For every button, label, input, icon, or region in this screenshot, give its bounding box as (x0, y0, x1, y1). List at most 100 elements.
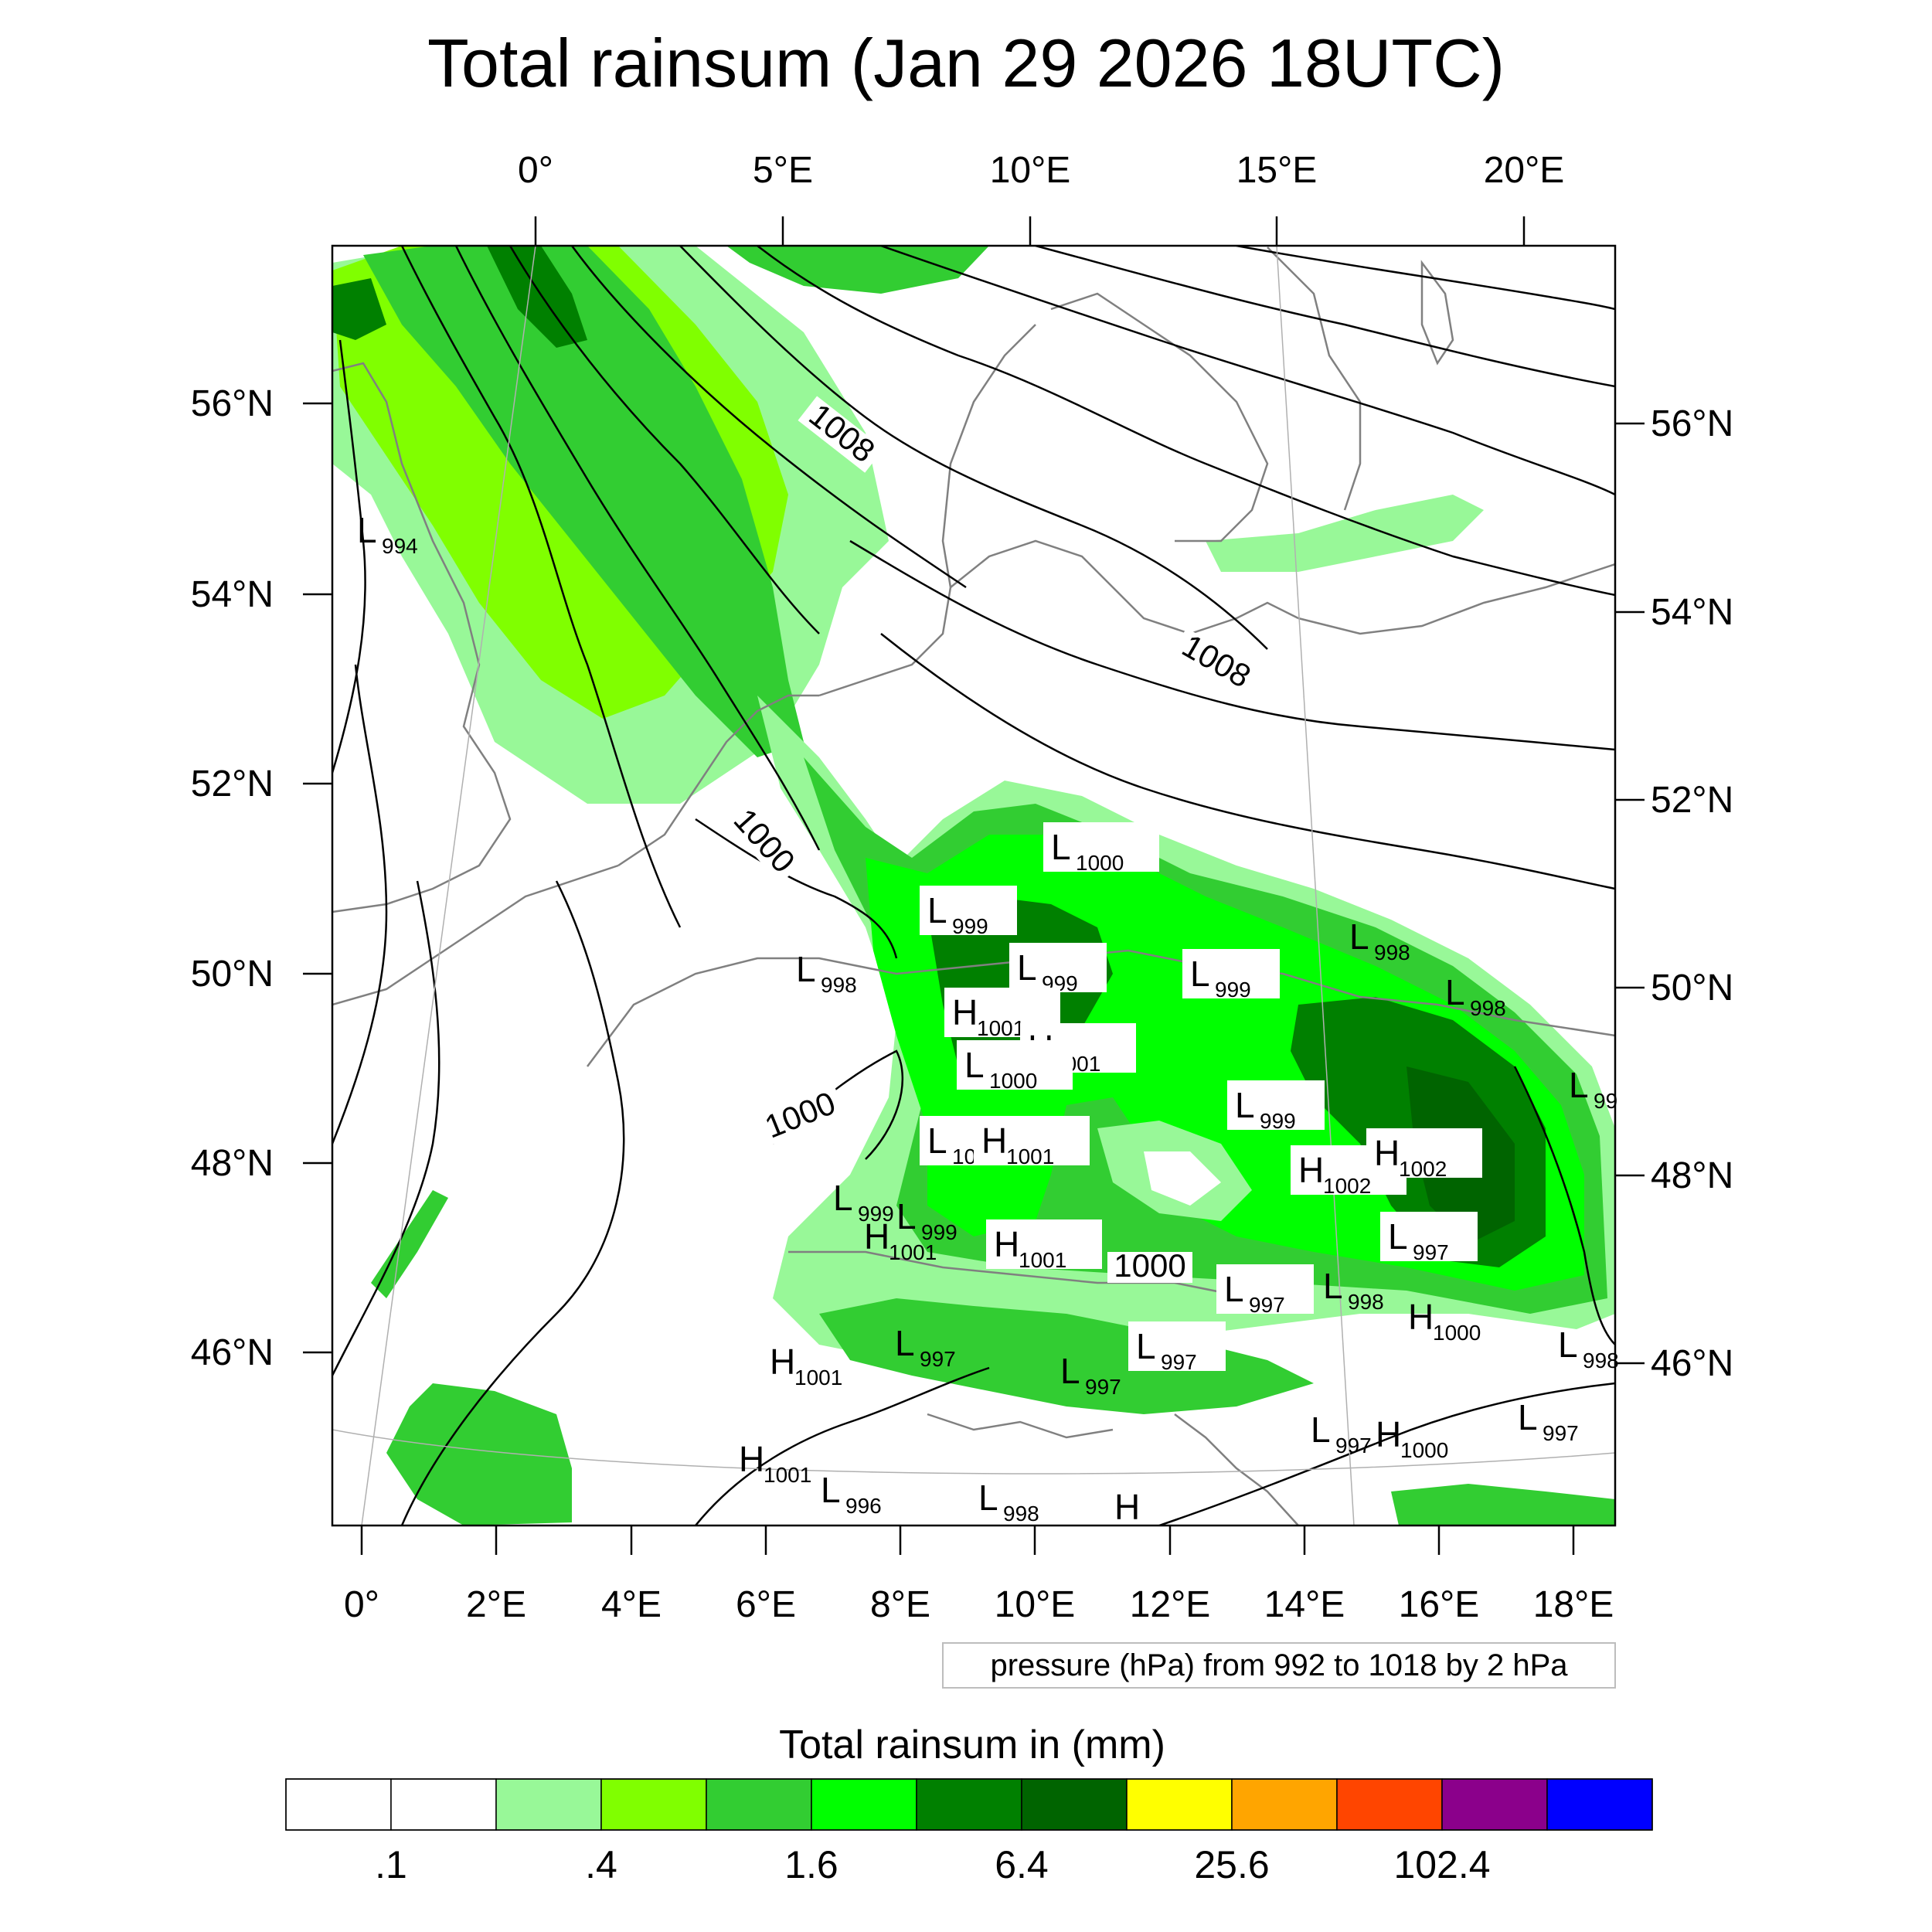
isobar-label-text: 1000 (1114, 1247, 1185, 1284)
center-letter: H (1376, 1414, 1401, 1454)
parallel-46n (332, 1429, 1615, 1475)
low-pressure-center: L 997 (1216, 1264, 1314, 1317)
bottom-lon-label: 4°E (601, 1584, 662, 1625)
low-pressure-center: L 997 (1380, 1212, 1478, 1264)
low-pressure-center: L 999 (1182, 949, 1280, 1002)
pressure-centers: L994L1000L999L998L999H1001H1001L1000L999… (357, 510, 1619, 1527)
isobar-label-bg (755, 1086, 846, 1147)
center-letter: H (1298, 1150, 1324, 1190)
center-value: 1001 (764, 1463, 811, 1487)
coast-italy-north (927, 1413, 1114, 1439)
low-pressure-center: L 997 (895, 1323, 956, 1371)
low-pressure-center: L 997 (1518, 1397, 1579, 1445)
center-value: 997 (1543, 1421, 1579, 1445)
low-pressure-center: L 999 (1009, 943, 1107, 995)
center-label-bg (1182, 949, 1280, 998)
right-lat-label: 52°N (1651, 780, 1733, 821)
center-letter: H (1114, 1487, 1140, 1527)
rain-patch-alps (819, 1298, 1314, 1414)
left-lat-label: 46°N (191, 1332, 274, 1373)
center-value: 1000 (1076, 851, 1124, 875)
center-value: 997 (1413, 1240, 1449, 1264)
center-letter: L (796, 949, 816, 989)
colorbar-label: .1 (375, 1843, 407, 1886)
isobar-upper-2 (1035, 246, 1615, 388)
center-letter: L (1060, 1351, 1080, 1391)
center-value: 1000 (1433, 1321, 1481, 1345)
rain-band-nw-core (487, 246, 587, 348)
center-letter: H (1374, 1133, 1400, 1173)
rain-streak-baltic (1206, 495, 1484, 572)
coast-denmark (950, 539, 1299, 635)
colorbar-title: Total rainsum in (mm) (779, 1723, 1165, 1767)
center-letter: L (1445, 972, 1465, 1012)
center-value: 997 (1335, 1434, 1372, 1458)
center-value: 994 (382, 534, 418, 558)
center-letter: L (1323, 1266, 1343, 1306)
center-letter: L (1224, 1269, 1244, 1309)
low-pressure-center: L 997 (1311, 1410, 1372, 1458)
isobar-upper-1 (880, 246, 1615, 496)
isobar-2 (454, 246, 821, 851)
low-pressure-center: L 999 (833, 1178, 894, 1226)
center-letter: L (833, 1178, 853, 1218)
coast-lowlands (617, 694, 819, 867)
colorbar-swatch (285, 1778, 392, 1831)
center-value: 1001 (1019, 1248, 1066, 1272)
low-pressure-center: L 998 (1445, 972, 1506, 1020)
bottom-longitude-labels: 0° 2°E 4°E 6°E 8°E 10°E 12°E 14°E 16°E 18°E (344, 1584, 1614, 1625)
low-pressure-center: L 994 (357, 510, 418, 558)
center-letter: L (1558, 1325, 1578, 1365)
center-letter: L (895, 1323, 915, 1363)
center-letter: L (1190, 954, 1210, 994)
isobar-east-1 (1513, 1066, 1615, 1345)
colorbar-swatch (916, 1778, 1022, 1831)
colorbar-swatch (1441, 1778, 1548, 1831)
isobar-lower-1 (880, 633, 1615, 890)
low-pressure-center: L 997 (1128, 1321, 1226, 1374)
right-lat-label: 56°N (1651, 403, 1733, 444)
center-label-bg (1380, 1212, 1478, 1261)
center-label-bg (957, 1040, 1073, 1090)
isobar-upper-3 (1236, 246, 1615, 311)
center-label-bg (1043, 822, 1159, 872)
bottom-lon-label: 6°E (736, 1584, 796, 1625)
center-letter: L (1518, 1397, 1538, 1437)
graticule-layer (332, 246, 1615, 1526)
coast-britain-east (332, 362, 512, 913)
center-value: 999 (1215, 978, 1251, 1002)
center-letter: L (964, 1045, 985, 1085)
isobar-1000-a (695, 818, 898, 959)
colorbar-swatch (495, 1778, 602, 1831)
low-pressure-center: L 999 (920, 886, 1017, 938)
center-letter: L (1311, 1410, 1331, 1450)
center-letter: H (1408, 1297, 1434, 1337)
right-lat-label: 50°N (1651, 968, 1733, 1009)
center-label-bg (1227, 1080, 1325, 1130)
isobar-label: 1000 (723, 800, 804, 884)
rain-patch-southeast (1391, 1484, 1615, 1526)
center-letter: L (357, 510, 377, 550)
low-pressure-center: L 998 (1558, 1325, 1619, 1372)
low-pressure-center: L 1000 (957, 1040, 1073, 1093)
bottom-lon-label: 0° (344, 1584, 379, 1625)
meridian-0 (361, 246, 536, 1526)
colorbar-label: 25.6 (1194, 1843, 1269, 1886)
center-letter: L (978, 1478, 998, 1518)
isobar-3 (509, 246, 820, 634)
isobar-label-bg (798, 396, 884, 473)
isobar-label-bg (723, 800, 804, 884)
center-value: 997 (1085, 1375, 1121, 1399)
colorbar-label: 6.4 (995, 1843, 1049, 1886)
low-pressure-center: L 997 (1060, 1351, 1121, 1399)
colorbar-swatch (811, 1778, 917, 1831)
center-letter: H (981, 1121, 1007, 1161)
left-lat-label: 56°N (191, 383, 274, 424)
meridian-15e (1276, 246, 1355, 1526)
pressure-note-box (942, 1642, 1616, 1689)
